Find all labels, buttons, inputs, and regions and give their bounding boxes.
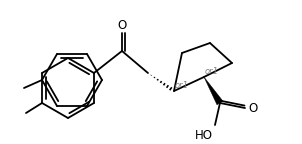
Text: O: O bbox=[117, 19, 127, 32]
Text: HO: HO bbox=[195, 129, 213, 142]
Text: or1: or1 bbox=[205, 67, 219, 76]
Text: O: O bbox=[248, 102, 257, 114]
Text: or1: or1 bbox=[175, 81, 189, 90]
Polygon shape bbox=[204, 77, 223, 105]
